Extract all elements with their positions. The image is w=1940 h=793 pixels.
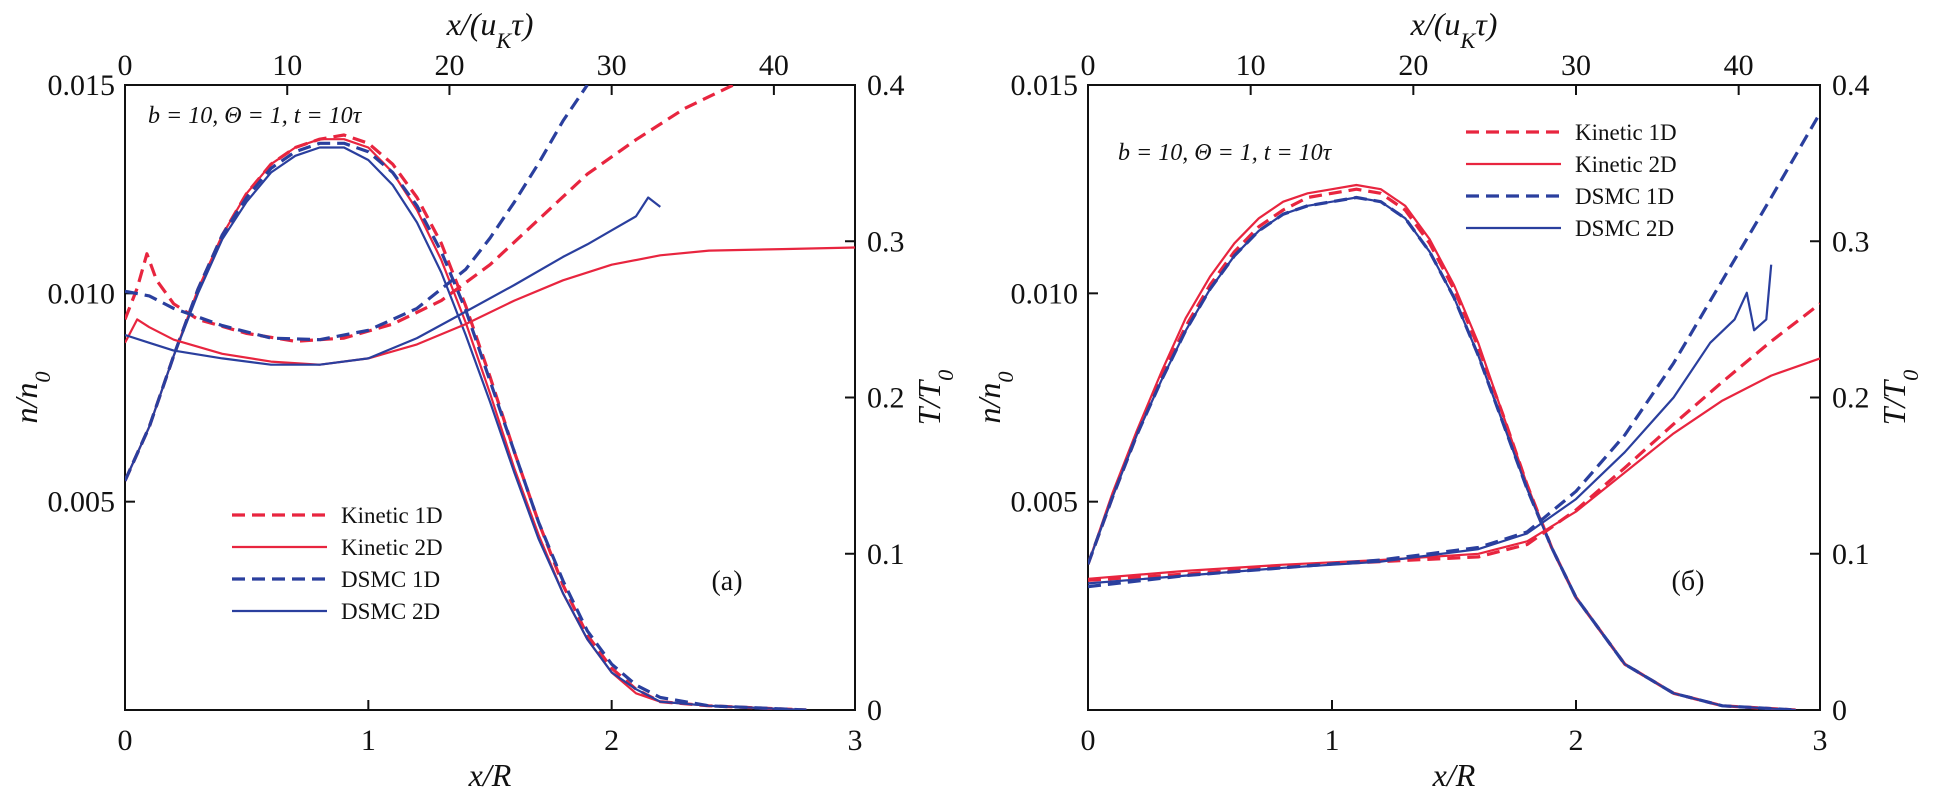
legend-label: Kinetic 1D: [1575, 120, 1677, 145]
plot-frame: [1087, 84, 1821, 711]
chart-panel-2: 0 1 2 30 10 20 30 400.0050.0100.01500.10.20.30.…: [971, 6, 1923, 793]
x2-tick-label: 20: [1398, 49, 1428, 82]
x2-tick-label: 0: [118, 49, 133, 82]
x2-tick-label: 30: [597, 49, 627, 82]
chart-panel-1: 0 1 2 30 10 20 30 400.0050.0100.01500.10.20.30.…: [8, 6, 958, 793]
x-tick-label: 1: [1325, 724, 1340, 757]
y2-axis-label: T/T0​: [911, 370, 958, 426]
series-line-dsmc-2d-temperature: [125, 196, 661, 366]
legend-label: Kinetic 1D: [341, 503, 443, 528]
y2-tick-label: 0.3: [867, 225, 905, 258]
y2-tick-label: 0.4: [1832, 69, 1870, 102]
y2-tick-label: 0.1: [1832, 538, 1870, 571]
x2-axis-label: x/(uK​τ): [446, 6, 534, 53]
plot-frame: [124, 84, 856, 711]
panel-label: (a): [711, 566, 742, 597]
series-line-kinetic-2d-density: [1088, 183, 1796, 710]
x2-tick-label: 20: [434, 49, 464, 82]
series-group: [1088, 112, 1820, 710]
series-line-dsmc-1d-density: [125, 141, 807, 710]
y-tick-label: 0.010: [48, 277, 116, 310]
x2-tick-label: 40: [759, 49, 789, 82]
y2-tick-label: 0: [1832, 694, 1847, 727]
x-tick-label: 2: [1569, 724, 1584, 757]
legend-label: DSMC 2D: [1575, 216, 1674, 241]
x2-tick-label: 30: [1561, 49, 1591, 82]
legend-label: Kinetic 2D: [341, 535, 443, 560]
legend-label: DSMC 2D: [341, 599, 440, 624]
series-line-dsmc-1d-temperature: [1088, 112, 1820, 589]
x-tick-label: 3: [1813, 724, 1828, 757]
y2-tick-label: 0.3: [1832, 225, 1870, 258]
parameter-annotation: b = 10, Θ = 1, t = 10τ: [1118, 140, 1333, 166]
x-tick-label: 0: [118, 724, 133, 757]
y2-tick-label: 0.2: [1832, 382, 1870, 415]
y2-tick-label: 0: [867, 694, 882, 727]
series-line-dsmc-2d-temperature: [1088, 264, 1773, 585]
parameter-annotation: b = 10, Θ = 1, t = 10τ: [148, 103, 363, 129]
legend: Kinetic 1D Kinetic 2D DSMC 1D DSMC 2D: [1466, 120, 1677, 241]
x-axis-label: x/R: [1432, 757, 1476, 793]
series-line-kinetic-1d-density: [125, 133, 807, 710]
series-line-kinetic-2d-temperature: [125, 246, 855, 366]
legend-label: Kinetic 2D: [1575, 152, 1677, 177]
legend-label: DSMC 1D: [341, 567, 440, 592]
y-axis-label: n/n0​: [971, 371, 1018, 423]
panel-label: (б): [1672, 566, 1705, 597]
y2-axis-label: T/T0​: [1876, 370, 1923, 426]
series-line-dsmc-2d-density: [1088, 196, 1796, 710]
y2-tick-label: 0.4: [867, 69, 905, 102]
series-line-kinetic-2d-temperature: [1088, 357, 1820, 580]
y-tick-label: 0.015: [1011, 69, 1079, 102]
y-tick-label: 0.005: [1011, 486, 1079, 519]
series-group: [125, 85, 855, 710]
x-tick-label: 0: [1081, 724, 1096, 757]
legend-label: DSMC 1D: [1575, 184, 1674, 209]
y-axis-label: n/n0​: [8, 371, 55, 423]
y-tick-label: 0.005: [48, 486, 116, 519]
series-line-dsmc-2d-density: [125, 146, 807, 710]
x2-tick-label: 10: [272, 49, 302, 82]
series-line-kinetic-1d-temperature: [125, 85, 734, 343]
y-tick-label: 0.010: [1011, 277, 1079, 310]
series-line-kinetic-2d-density: [125, 138, 807, 710]
legend: Kinetic 1D Kinetic 2D DSMC 1D DSMC 2D: [232, 503, 443, 624]
x2-axis-label: x/(uK​τ): [1410, 6, 1498, 53]
series-line-dsmc-1d-temperature: [125, 85, 589, 342]
y2-tick-label: 0.1: [867, 538, 905, 571]
x2-tick-label: 40: [1724, 49, 1754, 82]
x-tick-label: 2: [604, 724, 619, 757]
series-line-kinetic-1d-density: [1088, 187, 1796, 710]
x-axis-label: x/R: [468, 757, 512, 793]
x-tick-label: 3: [848, 724, 863, 757]
x2-tick-label: 0: [1081, 49, 1096, 82]
y-tick-label: 0.015: [48, 69, 116, 102]
series-line-kinetic-1d-temperature: [1088, 302, 1820, 582]
x2-tick-label: 10: [1236, 49, 1266, 82]
x-tick-label: 1: [361, 724, 376, 757]
y2-tick-label: 0.2: [867, 382, 905, 415]
